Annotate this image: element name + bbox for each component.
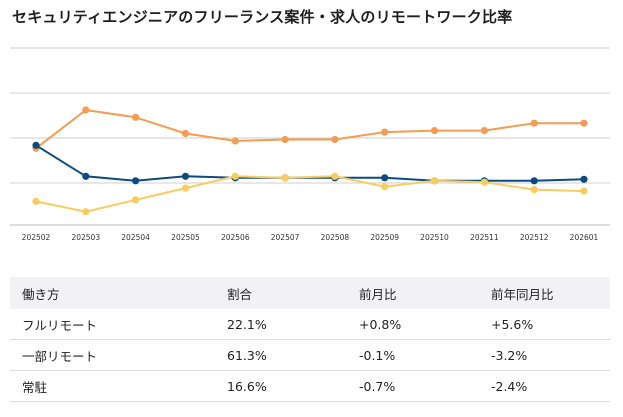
data-point — [381, 128, 389, 136]
table-header-row: 働き方 割合 前月比 前年同月比 — [10, 277, 610, 309]
data-point — [430, 177, 439, 185]
gridlines — [10, 47, 610, 226]
data-point — [32, 141, 40, 149]
series-line — [35, 144, 585, 182]
cell-ratio: 16.6% — [215, 370, 347, 402]
data-point — [132, 196, 140, 204]
data-point — [231, 137, 239, 145]
cell-yoy: -2.4% — [479, 370, 610, 402]
line-chart: 202502 202503 202504 202505 202506 202507 2025… — [10, 47, 610, 242]
data-point — [82, 172, 90, 180]
table-row: フルリモート 22.1% +0.8% +5.6% — [10, 309, 610, 340]
data-point — [32, 197, 40, 205]
x-tick-label: 202503 — [71, 233, 100, 242]
data-point — [530, 186, 538, 194]
x-tick-label: 202507 — [271, 233, 300, 242]
data-point — [132, 177, 140, 185]
series-line — [35, 175, 585, 213]
data-point — [181, 129, 190, 138]
series-line — [35, 108, 584, 150]
x-tick-label: 202506 — [221, 233, 250, 242]
cell-work-style: 常駐 — [10, 370, 215, 402]
data-point — [82, 208, 90, 216]
cell-yoy: -3.2% — [479, 339, 610, 371]
data-point — [530, 119, 538, 127]
cell-mom: +0.8% — [347, 309, 479, 340]
x-tick-label: 202502 — [22, 233, 51, 242]
header-work-style: 働き方 — [10, 277, 215, 309]
cell-yoy: +5.6% — [479, 309, 610, 340]
x-tick-label: 202509 — [370, 233, 399, 242]
data-point — [381, 183, 389, 191]
data-point — [231, 172, 239, 180]
cell-work-style: 一部リモート — [10, 339, 215, 371]
header-mom: 前月比 — [347, 277, 479, 309]
data-point — [331, 172, 339, 180]
data-point — [331, 135, 339, 144]
data-point — [430, 127, 439, 135]
data-point — [580, 175, 588, 183]
table-row: 一部リモート 61.3% -0.1% -3.2% — [10, 339, 610, 371]
header-ratio: 割合 — [215, 277, 347, 309]
remote-ratio-table: 働き方 割合 前月比 前年同月比 フルリモート 22.1% +0.8% +5.6… — [10, 277, 610, 402]
x-tick-label: 202510 — [420, 233, 449, 242]
data-point — [480, 127, 488, 135]
cell-ratio: 61.3% — [215, 339, 347, 371]
data-point — [181, 184, 190, 192]
cell-ratio: 22.1% — [215, 309, 347, 340]
x-tick-label: 202504 — [121, 233, 150, 242]
data-point — [381, 174, 389, 182]
data-point — [480, 178, 488, 186]
data-point — [281, 135, 289, 144]
data-point — [82, 106, 90, 114]
data-point — [580, 187, 588, 195]
header-yoy: 前年同月比 — [479, 277, 610, 309]
x-tick-label: 202508 — [321, 233, 350, 242]
data-point — [132, 113, 140, 121]
x-tick-label: 202512 — [520, 233, 549, 242]
series-layer — [32, 106, 588, 216]
series-2 — [32, 172, 588, 216]
data-point — [181, 172, 190, 180]
data-point — [281, 174, 289, 182]
data-point — [580, 119, 588, 127]
x-axis-ticks: 202502 202503 202504 202505 202506 202507 2025… — [22, 233, 599, 242]
cell-mom: -0.1% — [347, 339, 479, 371]
series-0 — [32, 106, 588, 152]
table-row: 常駐 16.6% -0.7% -2.4% — [10, 370, 610, 402]
cell-mom: -0.7% — [347, 370, 479, 402]
x-tick-label: 202601 — [570, 233, 599, 242]
x-tick-label: 202505 — [171, 233, 200, 242]
cell-work-style: フルリモート — [10, 309, 215, 340]
chart-title: セキュリティエンジニアのフリーランス案件・求人のリモートワーク比率 — [12, 8, 513, 26]
x-tick-label: 202511 — [470, 233, 499, 242]
data-point — [530, 177, 538, 185]
